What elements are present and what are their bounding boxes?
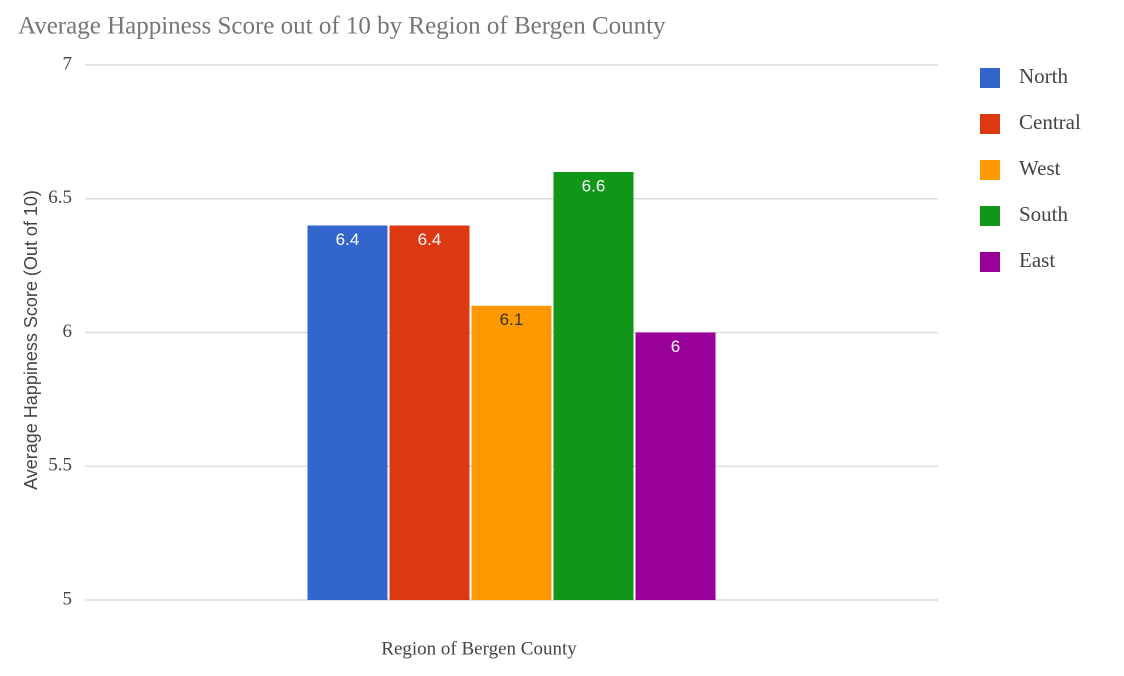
data-label: 6: [671, 337, 680, 356]
legend-swatch: [980, 114, 1000, 134]
legend-label: North: [1019, 64, 1068, 88]
y-tick-label: 7: [63, 53, 73, 74]
bar: [553, 172, 634, 600]
y-tick-label: 5: [63, 588, 73, 609]
chart-title: Average Happiness Score out of 10 by Reg…: [18, 13, 666, 40]
legend-label: Central: [1019, 110, 1081, 134]
x-axis-title: Region of Bergen County: [381, 638, 577, 659]
data-label: 6.4: [336, 230, 360, 249]
data-label: 6.4: [418, 230, 442, 249]
legend-swatch: [980, 68, 1000, 88]
bar: [307, 225, 388, 600]
y-tick-label: 6: [63, 321, 73, 342]
legend-label: South: [1019, 202, 1069, 226]
bar: [635, 332, 716, 600]
legend-swatch: [980, 252, 1000, 272]
y-axis-title: Average Happiness Score (Out of 10): [21, 190, 41, 490]
legend-label: East: [1019, 248, 1055, 272]
bar: [389, 225, 470, 600]
legend-swatch: [980, 160, 1000, 180]
data-label: 6.1: [500, 310, 524, 329]
legend-label: West: [1019, 156, 1061, 180]
legend-swatch: [980, 206, 1000, 226]
bar: [471, 305, 552, 600]
y-tick-label: 5.5: [48, 455, 72, 476]
data-label: 6.6: [582, 176, 606, 195]
y-tick-label: 6.5: [48, 187, 72, 208]
